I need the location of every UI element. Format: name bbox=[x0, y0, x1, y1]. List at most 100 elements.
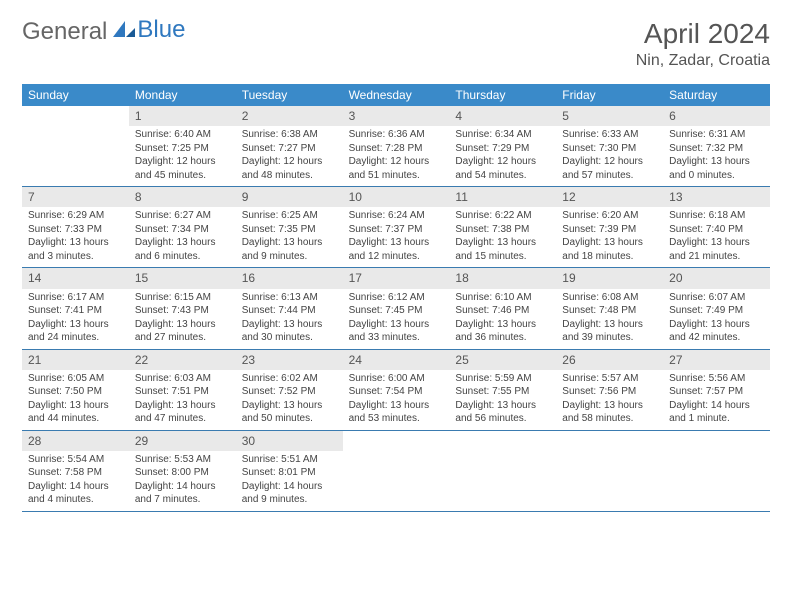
calendar-day: 18Sunrise: 6:10 AMSunset: 7:46 PMDayligh… bbox=[449, 268, 556, 348]
day-number: 30 bbox=[236, 431, 343, 451]
day-content: Sunrise: 5:57 AMSunset: 7:56 PMDaylight:… bbox=[556, 370, 663, 430]
calendar-day: 21Sunrise: 6:05 AMSunset: 7:50 PMDayligh… bbox=[22, 350, 129, 430]
logo-text-blue: Blue bbox=[137, 16, 185, 44]
sunrise-text: Sunrise: 6:12 AM bbox=[349, 291, 444, 305]
weeks-container: 1Sunrise: 6:40 AMSunset: 7:25 PMDaylight… bbox=[22, 106, 770, 512]
daylight-line2: and 9 minutes. bbox=[242, 493, 337, 507]
sunset-text: Sunset: 7:54 PM bbox=[349, 385, 444, 399]
daylight-line1: Daylight: 12 hours bbox=[562, 155, 657, 169]
daylight-line2: and 54 minutes. bbox=[455, 169, 550, 183]
day-content: Sunrise: 6:34 AMSunset: 7:29 PMDaylight:… bbox=[449, 126, 556, 186]
sunrise-text: Sunrise: 5:53 AM bbox=[135, 453, 230, 467]
daylight-line2: and 1 minute. bbox=[669, 412, 764, 426]
sunset-text: Sunset: 7:32 PM bbox=[669, 142, 764, 156]
daylight-line1: Daylight: 13 hours bbox=[242, 318, 337, 332]
day-number: 14 bbox=[22, 268, 129, 288]
calendar-day: 27Sunrise: 5:56 AMSunset: 7:57 PMDayligh… bbox=[663, 350, 770, 430]
day-number: 11 bbox=[449, 187, 556, 207]
sunrise-text: Sunrise: 6:17 AM bbox=[28, 291, 123, 305]
sunset-text: Sunset: 7:58 PM bbox=[28, 466, 123, 480]
sunset-text: Sunset: 7:35 PM bbox=[242, 223, 337, 237]
daylight-line2: and 47 minutes. bbox=[135, 412, 230, 426]
sunset-text: Sunset: 7:51 PM bbox=[135, 385, 230, 399]
sunset-text: Sunset: 7:49 PM bbox=[669, 304, 764, 318]
day-content: Sunrise: 5:51 AMSunset: 8:01 PMDaylight:… bbox=[236, 451, 343, 511]
day-content: Sunrise: 6:36 AMSunset: 7:28 PMDaylight:… bbox=[343, 126, 450, 186]
weekday-saturday: Saturday bbox=[663, 84, 770, 106]
calendar-day: 10Sunrise: 6:24 AMSunset: 7:37 PMDayligh… bbox=[343, 187, 450, 267]
day-number: 3 bbox=[343, 106, 450, 126]
daylight-line1: Daylight: 13 hours bbox=[349, 236, 444, 250]
day-content: Sunrise: 6:02 AMSunset: 7:52 PMDaylight:… bbox=[236, 370, 343, 430]
day-number: 26 bbox=[556, 350, 663, 370]
day-number: 29 bbox=[129, 431, 236, 451]
sunrise-text: Sunrise: 6:02 AM bbox=[242, 372, 337, 386]
sunset-text: Sunset: 7:48 PM bbox=[562, 304, 657, 318]
daylight-line1: Daylight: 12 hours bbox=[349, 155, 444, 169]
daylight-line1: Daylight: 13 hours bbox=[135, 399, 230, 413]
sunset-text: Sunset: 7:45 PM bbox=[349, 304, 444, 318]
sunrise-text: Sunrise: 6:05 AM bbox=[28, 372, 123, 386]
sunset-text: Sunset: 7:40 PM bbox=[669, 223, 764, 237]
calendar-day: 25Sunrise: 5:59 AMSunset: 7:55 PMDayligh… bbox=[449, 350, 556, 430]
daylight-line1: Daylight: 12 hours bbox=[242, 155, 337, 169]
day-number: 8 bbox=[129, 187, 236, 207]
sunset-text: Sunset: 7:39 PM bbox=[562, 223, 657, 237]
daylight-line1: Daylight: 13 hours bbox=[28, 318, 123, 332]
day-content: Sunrise: 6:27 AMSunset: 7:34 PMDaylight:… bbox=[129, 207, 236, 267]
day-content: Sunrise: 6:38 AMSunset: 7:27 PMDaylight:… bbox=[236, 126, 343, 186]
calendar-day: 11Sunrise: 6:22 AMSunset: 7:38 PMDayligh… bbox=[449, 187, 556, 267]
daylight-line2: and 58 minutes. bbox=[562, 412, 657, 426]
logo-text-general: General bbox=[22, 18, 107, 46]
sunrise-text: Sunrise: 6:13 AM bbox=[242, 291, 337, 305]
daylight-line2: and 0 minutes. bbox=[669, 169, 764, 183]
day-number: 18 bbox=[449, 268, 556, 288]
daylight-line1: Daylight: 13 hours bbox=[455, 236, 550, 250]
daylight-line1: Daylight: 13 hours bbox=[135, 318, 230, 332]
calendar-day bbox=[556, 431, 663, 511]
day-number: 5 bbox=[556, 106, 663, 126]
daylight-line2: and 3 minutes. bbox=[28, 250, 123, 264]
calendar-day: 28Sunrise: 5:54 AMSunset: 7:58 PMDayligh… bbox=[22, 431, 129, 511]
weekday-header-row: Sunday Monday Tuesday Wednesday Thursday… bbox=[22, 84, 770, 106]
daylight-line1: Daylight: 13 hours bbox=[349, 399, 444, 413]
header-right: April 2024 Nin, Zadar, Croatia bbox=[636, 18, 770, 70]
day-content: Sunrise: 5:56 AMSunset: 7:57 PMDaylight:… bbox=[663, 370, 770, 430]
daylight-line2: and 51 minutes. bbox=[349, 169, 444, 183]
day-content: Sunrise: 6:22 AMSunset: 7:38 PMDaylight:… bbox=[449, 207, 556, 267]
day-content: Sunrise: 6:03 AMSunset: 7:51 PMDaylight:… bbox=[129, 370, 236, 430]
calendar-week: 21Sunrise: 6:05 AMSunset: 7:50 PMDayligh… bbox=[22, 350, 770, 431]
sunset-text: Sunset: 7:44 PM bbox=[242, 304, 337, 318]
calendar-day: 15Sunrise: 6:15 AMSunset: 7:43 PMDayligh… bbox=[129, 268, 236, 348]
day-content: Sunrise: 6:00 AMSunset: 7:54 PMDaylight:… bbox=[343, 370, 450, 430]
sunset-text: Sunset: 7:46 PM bbox=[455, 304, 550, 318]
sunset-text: Sunset: 7:29 PM bbox=[455, 142, 550, 156]
daylight-line2: and 12 minutes. bbox=[349, 250, 444, 264]
daylight-line2: and 50 minutes. bbox=[242, 412, 337, 426]
day-content: Sunrise: 6:05 AMSunset: 7:50 PMDaylight:… bbox=[22, 370, 129, 430]
weekday-monday: Monday bbox=[129, 84, 236, 106]
daylight-line1: Daylight: 13 hours bbox=[562, 236, 657, 250]
calendar-day: 13Sunrise: 6:18 AMSunset: 7:40 PMDayligh… bbox=[663, 187, 770, 267]
sunrise-text: Sunrise: 6:33 AM bbox=[562, 128, 657, 142]
sunrise-text: Sunrise: 6:20 AM bbox=[562, 209, 657, 223]
calendar-day: 22Sunrise: 6:03 AMSunset: 7:51 PMDayligh… bbox=[129, 350, 236, 430]
day-number: 21 bbox=[22, 350, 129, 370]
page-header: General Blue April 2024 Nin, Zadar, Croa… bbox=[22, 18, 770, 70]
calendar-day bbox=[663, 431, 770, 511]
day-content: Sunrise: 5:54 AMSunset: 7:58 PMDaylight:… bbox=[22, 451, 129, 511]
day-content: Sunrise: 6:15 AMSunset: 7:43 PMDaylight:… bbox=[129, 289, 236, 349]
sunset-text: Sunset: 8:01 PM bbox=[242, 466, 337, 480]
daylight-line1: Daylight: 13 hours bbox=[669, 236, 764, 250]
daylight-line1: Daylight: 14 hours bbox=[669, 399, 764, 413]
day-content: Sunrise: 6:33 AMSunset: 7:30 PMDaylight:… bbox=[556, 126, 663, 186]
day-content: Sunrise: 5:59 AMSunset: 7:55 PMDaylight:… bbox=[449, 370, 556, 430]
sunset-text: Sunset: 7:25 PM bbox=[135, 142, 230, 156]
sunrise-text: Sunrise: 6:18 AM bbox=[669, 209, 764, 223]
weekday-wednesday: Wednesday bbox=[343, 84, 450, 106]
day-number: 4 bbox=[449, 106, 556, 126]
sunrise-text: Sunrise: 5:59 AM bbox=[455, 372, 550, 386]
daylight-line2: and 9 minutes. bbox=[242, 250, 337, 264]
calendar: Sunday Monday Tuesday Wednesday Thursday… bbox=[22, 84, 770, 512]
day-number: 22 bbox=[129, 350, 236, 370]
